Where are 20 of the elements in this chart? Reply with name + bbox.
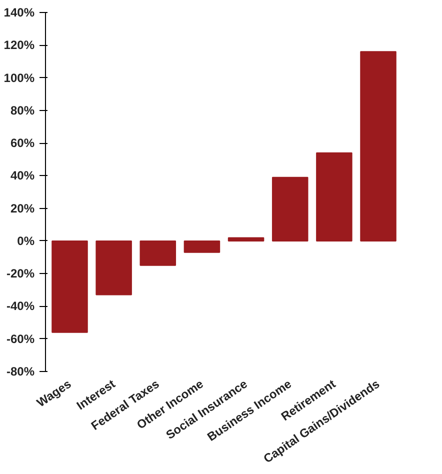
y-tick-label: 100% [4, 70, 35, 85]
y-tick-label: -60% [6, 332, 35, 346]
y-tick-label: -20% [6, 266, 35, 281]
y-tick-label: 20% [10, 201, 35, 216]
y-tick-label: -80% [6, 364, 35, 378]
y-tick-label: 40% [10, 168, 35, 183]
bar [228, 237, 264, 242]
bar [272, 176, 308, 242]
y-tick-label: 140% [4, 6, 35, 20]
y-tick-label: 120% [4, 38, 35, 52]
bar [360, 51, 396, 242]
y-tick-label: 0% [17, 234, 35, 248]
bar [96, 240, 132, 296]
bar [184, 240, 220, 253]
bar [52, 240, 88, 333]
y-tick-label: 80% [10, 103, 35, 118]
bar [316, 152, 352, 242]
y-tick-label: -40% [6, 299, 35, 314]
y-tick-label: 60% [10, 136, 35, 150]
bar [140, 240, 176, 266]
